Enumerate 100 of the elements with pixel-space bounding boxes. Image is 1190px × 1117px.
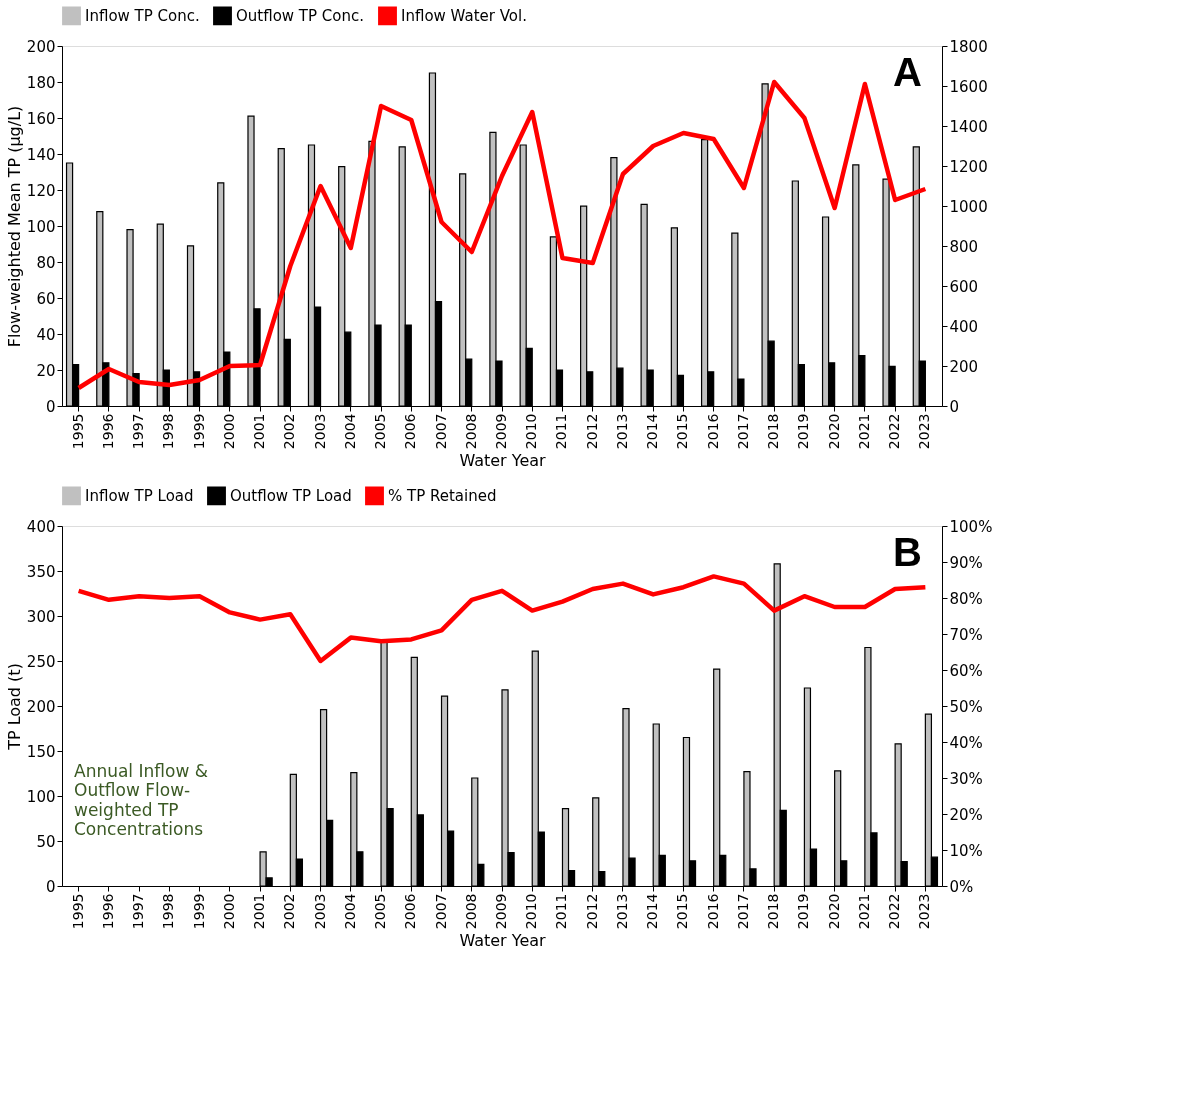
x-tick-label: 2002 [281,893,298,930]
annotation: B [893,530,922,574]
x-tick-label: 2020 [825,893,842,930]
x-tick-label: 1999 [190,893,207,930]
y-tick-label: 150 [26,742,56,761]
x-tick-label: 2010 [523,893,540,930]
x-tick-label: 2017 [734,893,751,930]
y-tick-label: 50 [36,832,56,851]
y-tick-label: 140 [26,145,56,164]
x-tick-label: 2009 [493,413,509,450]
x-tick-label: 2022 [886,893,903,930]
x-tick-label: 2023 [916,413,933,450]
y-tick-label: 200 [26,37,56,56]
x-tick-label: 2012 [583,413,600,450]
y2-tick-label: 70% [949,625,983,644]
x-tick-label: 2009 [493,893,509,930]
y-axis-title: TP Load (t) [4,663,24,751]
x-tick-label: 1996 [99,413,116,450]
y2-tick-label: 800 [949,237,979,256]
x-tick-label: 2005 [372,413,389,450]
x-tick-label: 2013 [613,893,630,930]
x-tick-label: 2004 [341,413,358,450]
legend-label: Outflow TP Load [230,486,352,505]
y-tick-label: 60 [36,289,56,308]
x-tick-label: 2007 [432,413,449,450]
x-tick-label: 1999 [190,413,207,450]
x-tick-label: 1998 [160,893,177,930]
y-tick-label: 20 [36,361,56,380]
x-tick-label: 2010 [523,413,540,450]
y2-tick-label: 20% [949,805,983,824]
x-tick-label: 2007 [432,893,449,930]
x-tick-label: 2020 [825,413,842,450]
x-axis-title: Water Year [459,931,547,951]
y-tick-label: 350 [26,562,56,581]
x-tick-label: 2000 [220,893,237,930]
x-tick-label: 1995 [69,893,86,930]
x-tick-label: 2022 [886,413,903,450]
x-tick-label: 1996 [99,893,116,930]
x-tick-label: 2019 [795,413,812,450]
x-tick-label: 2014 [644,893,661,930]
y-tick-label: 100 [26,787,56,806]
y-tick-label: 200 [26,697,56,716]
x-tick-label: 2021 [855,413,872,450]
y2-tick-label: 1200 [949,157,988,176]
x-tick-label: 2003 [311,893,328,930]
x-tick-label: 2004 [341,893,358,930]
x-tick-label: 2008 [462,893,479,930]
y2-tick-label: 10% [949,841,983,860]
x-tick-label: 2011 [553,413,570,450]
line-series [76,574,928,664]
x-tick-label: 2002 [281,413,298,450]
y-tick-label: 300 [26,607,56,626]
x-tick-label: 2018 [765,413,782,450]
x-tick-label: 2013 [613,413,630,450]
x-tick-label: 2008 [462,413,479,450]
x-tick-label: 2019 [795,893,812,930]
y2-tick-label: 30% [949,769,983,788]
y-tick-label: 250 [26,652,56,671]
y2-tick-label: 1600 [949,77,988,96]
x-tick-label: 2006 [402,893,419,930]
x-tick-label: 2015 [674,893,691,930]
y2-tick-label: 0% [949,877,974,896]
legend-label: Outflow TP Conc. [236,6,365,25]
y-tick-label: 0 [45,397,56,416]
x-tick-label: 2018 [765,893,782,930]
x-tick-label: 2016 [704,893,721,930]
x-tick-label: 2012 [583,893,600,930]
annotation: Annual Inflow & Outflow Flow-weighted TP Concentrations [74,760,208,840]
annotation: A [893,50,922,94]
y-tick-label: 100 [26,217,56,236]
x-tick-label: 2023 [916,893,933,930]
x-tick-label: 2015 [674,413,691,450]
x-tick-label: 2001 [251,893,268,930]
x-tick-label: 1998 [160,413,177,450]
y-axis-title: Flow-weighted Mean TP (µg/L) [4,105,24,348]
x-tick-label: 2014 [644,413,661,450]
y-tick-label: 120 [26,181,56,200]
y-tick-label: 400 [26,517,56,536]
y2-tick-label: 600 [949,277,979,296]
y2-tick-label: 40% [949,733,983,752]
y2-tick-label: 60% [949,661,983,680]
y-tick-label: 180 [26,73,56,92]
x-axis-title: Water Year [459,451,547,471]
x-tick-label: 2021 [855,893,872,930]
legend-label: Inflow TP Load [85,486,194,505]
x-tick-label: 2000 [220,413,237,450]
y2-tick-label: 200 [949,357,979,376]
y-tick-label: 0 [45,877,56,896]
y2-tick-label: 80% [949,589,983,608]
y2-tick-label: 0 [949,397,960,416]
x-tick-label: 1997 [130,893,147,930]
x-tick-label: 2005 [372,893,389,930]
x-tick-label: 2001 [251,413,268,450]
y-tick-label: 40 [36,325,56,344]
x-tick-label: 2011 [553,893,570,930]
y-tick-label: 160 [26,109,56,128]
y2-tick-label: 1400 [949,117,988,136]
legend-label: Inflow TP Conc. [85,6,200,25]
y2-tick-label: 400 [949,317,979,336]
y2-tick-label: 90% [949,553,983,572]
